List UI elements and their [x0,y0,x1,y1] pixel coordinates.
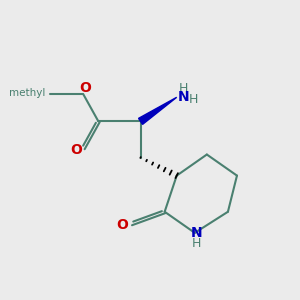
Text: H: H [179,82,188,95]
Text: H: H [189,93,198,106]
Text: O: O [70,143,82,157]
Polygon shape [139,97,177,124]
Text: O: O [79,81,91,95]
Text: H: H [192,237,201,250]
Text: O: O [116,218,128,232]
Text: N: N [178,90,189,104]
Text: methyl: methyl [9,88,46,98]
Text: N: N [190,226,202,240]
